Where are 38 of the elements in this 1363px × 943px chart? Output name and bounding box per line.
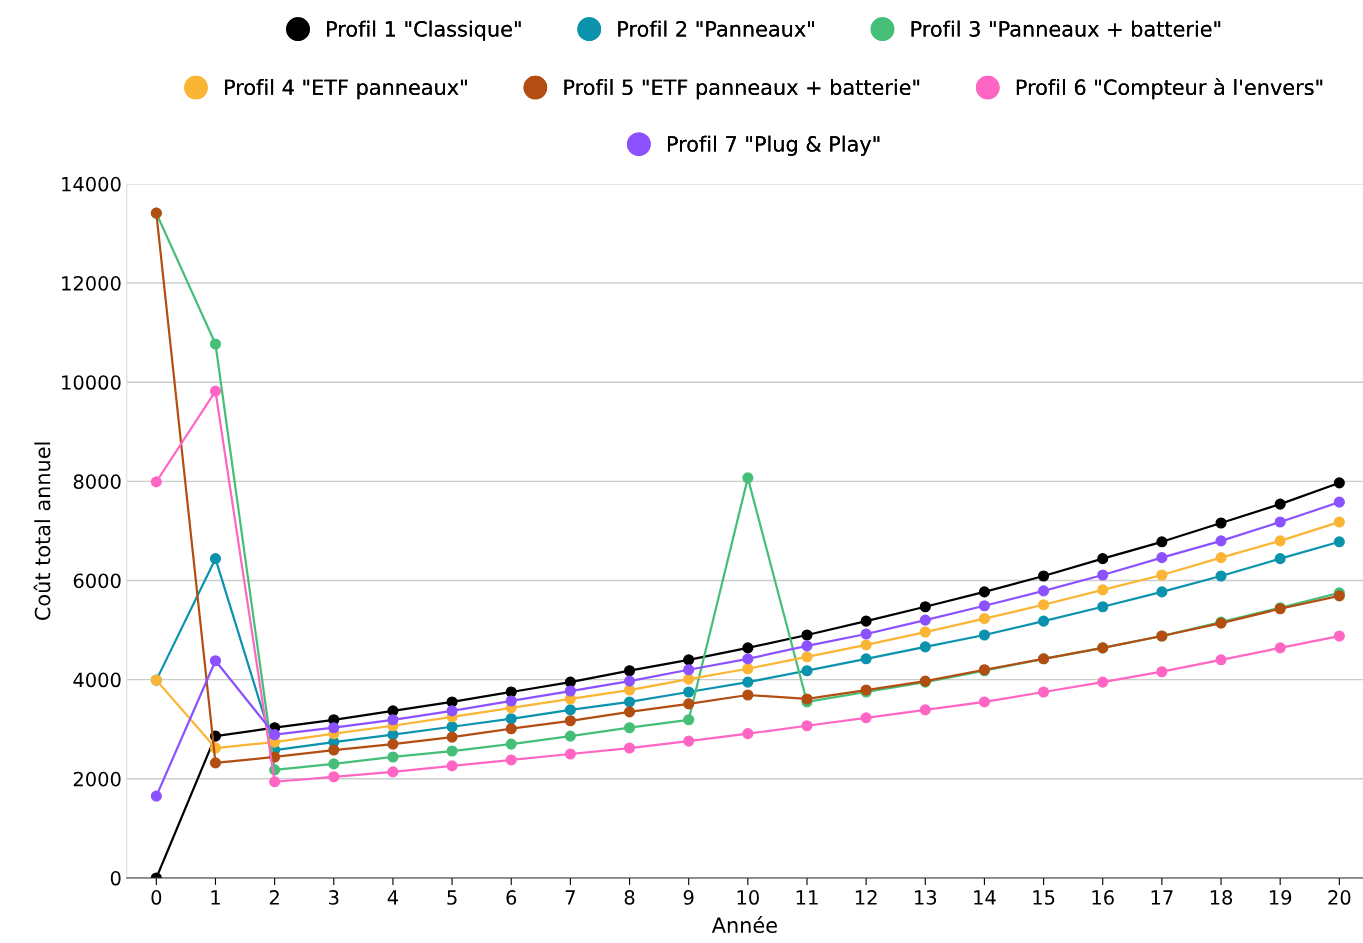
x-tick-label: 3	[329, 890, 339, 905]
y-tick-label: 14000	[62, 176, 121, 192]
y-tick-label: 8000	[73, 474, 121, 489]
x-tick-label: 4	[387, 890, 399, 905]
legend-label: Profil 7 "Plug & Play"	[667, 135, 880, 156]
y-tick-label: 2000	[73, 771, 121, 787]
x-tick-label: 17	[1151, 890, 1173, 905]
x-tick-label: 5	[447, 890, 457, 905]
legend-label: Profil 4 "ETF panneaux"	[225, 78, 467, 100]
x-tick-label: 9	[683, 890, 694, 905]
y-tick-label: 10000	[62, 375, 121, 390]
x-tick-label: 11	[796, 890, 818, 905]
x-tick-label: 19	[1269, 890, 1292, 905]
x-tick-label: 12	[855, 890, 877, 905]
legend-label: Profil 1 "Classique"	[327, 20, 521, 41]
x-tick-label: 0	[151, 890, 162, 905]
x-tick-label: 2	[269, 890, 279, 905]
x-tick-label: 7	[565, 890, 575, 905]
legend-label: Profil 6 "Compteur à l'envers"	[1016, 78, 1323, 100]
x-tick-label: 1	[211, 890, 220, 905]
x-tick-label: 20	[1328, 890, 1351, 905]
x-tick-label: 13	[915, 890, 937, 905]
y-tick-label: 12000	[62, 275, 121, 291]
x-tick-label: 15	[1033, 890, 1055, 905]
x-tick-label: 18	[1210, 890, 1233, 905]
x-tick-label: 16	[1092, 890, 1114, 905]
y-axis-title: Coût total annuel	[33, 442, 51, 620]
x-tick-label: 14	[974, 890, 996, 905]
x-axis-title: Année	[711, 916, 777, 934]
legend-label: Profil 3 "Panneaux + batterie"	[911, 20, 1221, 37]
y-tick-label: 0	[110, 870, 121, 886]
legend-label: Profil 5 "ETF panneaux + batterie"	[564, 78, 920, 100]
y-tick-label: 6000	[73, 573, 121, 589]
x-tick-label: 10	[737, 890, 759, 905]
x-tick-label: 8	[624, 890, 635, 905]
x-tick-label: 6	[506, 890, 517, 905]
legend-label: Profil 2 "Panneaux"	[618, 20, 814, 37]
y-tick-label: 4000	[73, 672, 121, 688]
